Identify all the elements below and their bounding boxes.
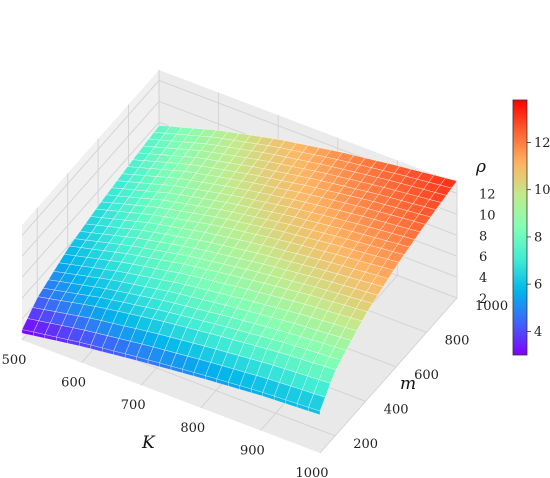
- x-tick-label: 500: [2, 353, 27, 368]
- x-tick-label: 600: [61, 376, 86, 391]
- colorbar: [512, 99, 528, 356]
- gridline-z: [21, 80, 160, 236]
- z-tick-label: 4: [479, 271, 487, 286]
- y-tick-label: 400: [384, 402, 409, 417]
- y-tick-label: 800: [445, 333, 470, 348]
- colorbar-tick-label: 6: [534, 278, 542, 293]
- surface-edge: [308, 407, 321, 416]
- gridline-z: [21, 101, 160, 257]
- colorbar-tick-label: 4: [534, 325, 542, 340]
- z-tick-label: 6: [479, 250, 487, 265]
- gridline-k: [319, 297, 458, 454]
- z-tick-label: 12: [479, 188, 496, 203]
- x-axis-label: K: [141, 433, 156, 453]
- gridline-z: [21, 121, 160, 278]
- y-tick-label: 200: [353, 437, 378, 452]
- x-tick-label: 800: [180, 421, 205, 436]
- y-axis-label: m: [400, 374, 416, 394]
- z-tick-label: 8: [479, 229, 487, 244]
- colorbar-tick-label: 12: [534, 136, 550, 151]
- x-tick-label: 900: [240, 443, 265, 458]
- z-tick-label: 10: [479, 208, 496, 223]
- y-tick-label: 600: [414, 368, 439, 383]
- colorbar-tick-label: 8: [534, 230, 542, 245]
- z-tick-label: 2: [479, 292, 487, 307]
- surface-mesh: [21, 125, 458, 416]
- colorbar-ticks: 4 6 8 10 12: [527, 136, 550, 340]
- tick-labels: 5006007008009001000200400600800100024681…: [2, 188, 509, 478]
- z-axis-label: ρ: [475, 157, 486, 177]
- colorbar-tick-label: 10: [534, 183, 550, 198]
- y-tick-label: 1000: [475, 299, 508, 314]
- x-tick-label: 1000: [295, 466, 328, 478]
- x-tick-label: 700: [121, 398, 146, 413]
